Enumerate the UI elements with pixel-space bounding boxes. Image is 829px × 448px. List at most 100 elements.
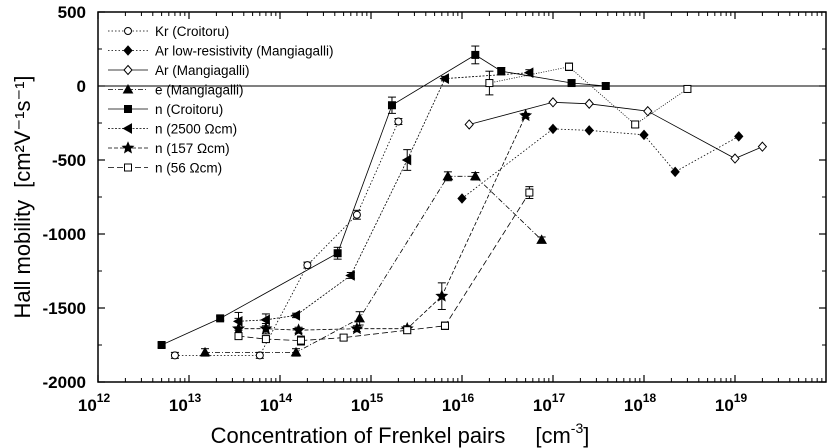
series-line (174, 121, 399, 356)
series-2 (464, 97, 768, 164)
data-point (216, 314, 225, 323)
data-point (296, 336, 305, 345)
x-tick-exponent: 12 (97, 391, 111, 405)
legend-label: n (56 Ωcm) (155, 161, 222, 176)
y-tick-label: -1000 (43, 225, 86, 244)
x-axis-unit-close: ] (583, 423, 589, 448)
data-point (670, 166, 680, 178)
x-tick-label: 1013 (169, 391, 202, 415)
legend-item: n (Croitoru) (108, 102, 223, 117)
legend-label: n (157 Ωcm) (155, 141, 230, 156)
data-point (548, 123, 558, 135)
data-point (464, 119, 474, 130)
x-tick-label: 1017 (533, 391, 566, 415)
data-point (601, 82, 610, 90)
x-tick-exponent: 16 (461, 391, 475, 405)
data-point (439, 73, 449, 84)
series-0 (170, 117, 403, 360)
legend-item: n (157 Ωcm) (108, 141, 230, 156)
data-point (730, 153, 740, 164)
series-line (469, 101, 763, 159)
x-tick-exponent: 17 (552, 391, 566, 405)
x-axis-label: Concentration of Frenkel pairs (211, 423, 506, 448)
data-point (157, 341, 166, 349)
data-point (394, 117, 403, 126)
data-point (401, 154, 412, 166)
data-point (292, 323, 306, 336)
data-point (232, 321, 245, 335)
data-point (259, 321, 273, 335)
legend-item: e (Mangiagalli) (108, 83, 244, 98)
legend-swatch-marker (122, 123, 132, 134)
extra-series-0 (485, 62, 692, 129)
data-point (435, 289, 449, 302)
data-point (683, 84, 692, 93)
data-point (567, 79, 576, 88)
y-tick-label: -500 (52, 151, 86, 170)
series-1 (457, 123, 744, 204)
data-point (536, 234, 547, 244)
series-line (161, 54, 606, 346)
x-tick-base: 10 (442, 396, 461, 415)
y-tick-label: -1500 (43, 299, 86, 318)
data-point (387, 101, 396, 110)
data-point (290, 346, 302, 357)
legend-label: n (2500 Ωcm) (155, 122, 237, 137)
series-5 (232, 67, 534, 331)
data-point (199, 346, 211, 357)
data-point (565, 62, 574, 71)
legend-swatch-marker (124, 163, 132, 172)
series-4 (157, 45, 610, 349)
legend-swatch-marker (124, 27, 132, 35)
x-tick-label: 1019 (715, 391, 748, 415)
data-point (643, 105, 653, 117)
legend-item: Ar low-resistivity (Mangiagalli) (108, 44, 334, 59)
x-tick-exponent: 13 (188, 391, 202, 405)
data-point (469, 170, 481, 181)
legend-swatch-marker (121, 141, 135, 154)
data-point (485, 79, 494, 88)
data-point (339, 333, 348, 342)
legend-swatch-marker (123, 64, 133, 76)
y-tick-label: 0 (77, 77, 86, 96)
data-point (303, 261, 312, 270)
x-tick-base: 10 (78, 396, 97, 415)
data-point (234, 332, 243, 341)
x-tick-label: 1014 (260, 391, 293, 415)
legend-swatch-marker (124, 105, 132, 113)
data-point (170, 351, 179, 360)
legend-label: Kr (Croitoru) (155, 24, 229, 39)
x-tick-exponent: 15 (370, 391, 384, 405)
x-tick-base: 10 (351, 396, 370, 415)
data-point (354, 312, 365, 323)
legend-label: e (Mangiagalli) (155, 83, 244, 98)
x-tick-exponent: 19 (734, 391, 748, 405)
data-point (457, 193, 467, 204)
series-line (238, 115, 526, 331)
legend-item: Kr (Croitoru) (108, 24, 229, 39)
data-point (352, 210, 361, 219)
x-tick-label: 1012 (78, 391, 111, 415)
x-tick-base: 10 (533, 396, 552, 415)
data-point (350, 321, 364, 335)
x-tick-base: 10 (260, 396, 279, 415)
x-tick-base: 10 (715, 396, 734, 415)
legend-swatch-marker (122, 83, 134, 94)
data-point (333, 249, 342, 258)
series-7 (234, 186, 534, 346)
data-point (734, 131, 744, 142)
x-tick-base: 10 (169, 396, 188, 415)
data-point (345, 270, 355, 281)
data-point (497, 67, 506, 76)
data-point (639, 129, 649, 141)
data-point (525, 188, 534, 197)
data-point (255, 351, 264, 360)
y-axis-title: Hall mobility [cm²V⁻¹s⁻¹] (10, 75, 35, 318)
y-axis-unit: [cm²V⁻¹s⁻¹] (10, 75, 35, 187)
series-layer (157, 45, 768, 360)
series-6 (232, 108, 533, 340)
legend: Kr (Croitoru) Ar low-resistivity (Mangiag… (108, 24, 334, 176)
data-point (290, 310, 301, 321)
data-point (519, 108, 533, 122)
